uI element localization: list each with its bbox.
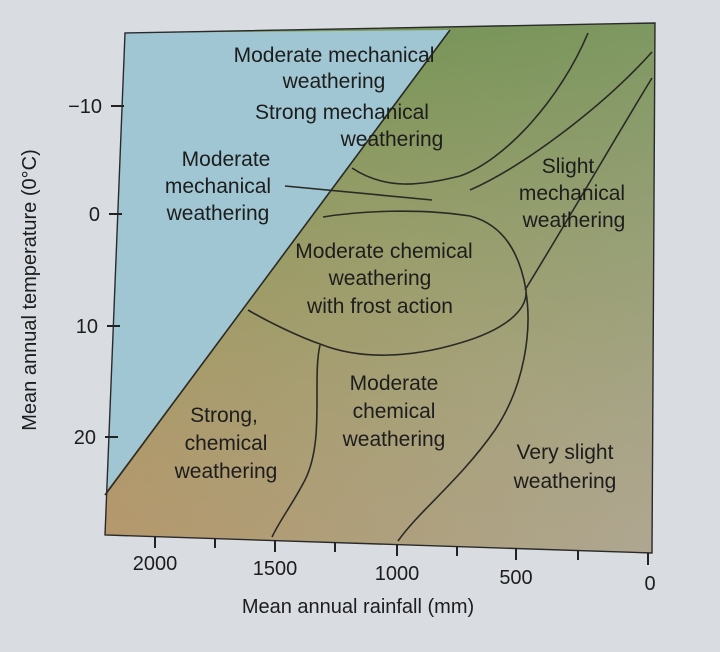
y-axis: [105, 105, 124, 438]
region-label: weathering: [342, 428, 446, 451]
region-moderate-mechanical-left: Moderate mechanical weathering: [165, 148, 271, 225]
region-label: Moderate chemical: [295, 240, 472, 263]
region-label: weathering: [282, 70, 386, 93]
region-boundaries: [104, 29, 653, 542]
y-tick-label: −10: [68, 96, 102, 118]
boundary-slight-lower: [524, 77, 653, 291]
x-tick-label: 1500: [253, 558, 298, 580]
region-strong-chemical: Strong, chemical weathering: [174, 404, 278, 483]
boundary-mechanical-pointer: [284, 185, 433, 201]
boundary-right-chemical: [397, 291, 529, 542]
y-axis-title: Mean annual temperature (0°C): [19, 149, 41, 430]
region-label: Moderate mechanical: [234, 44, 435, 67]
region-label: weathering: [522, 209, 626, 232]
boundary-slight-upper: [469, 51, 653, 191]
region-moderate-chemical-frost: Moderate chemical weathering with frost …: [295, 240, 472, 318]
region-slight-mechanical: Slight mechanical weathering: [519, 155, 625, 232]
region-strong-mechanical: Strong mechanical weathering: [255, 101, 443, 151]
y-tick-label: 20: [74, 427, 96, 449]
y-tick-label: 0: [89, 204, 100, 226]
region-label: chemical: [353, 400, 436, 423]
region-moderate-chemical: Moderate chemical weathering: [342, 372, 446, 451]
region-label: mechanical: [519, 182, 625, 205]
region-label: weathering: [328, 267, 432, 290]
x-tick-label: 2000: [133, 553, 178, 575]
region-label: chemical: [185, 432, 268, 455]
boundary-frost-loop: [247, 210, 527, 356]
region-label: weathering: [166, 202, 270, 225]
region-label: weathering: [513, 470, 617, 493]
region-label: Very slight: [517, 441, 614, 464]
region-label: Strong mechanical: [255, 101, 429, 124]
region-label: Strong,: [190, 404, 258, 427]
region-label: Slight: [542, 155, 595, 178]
boundary-strong-mechanical: [351, 32, 589, 185]
x-tick-label: 0: [644, 573, 655, 595]
region-label: Moderate: [182, 148, 271, 171]
region-very-slight: Very slight weathering: [513, 441, 617, 493]
region-label: Moderate: [350, 372, 439, 395]
region-label: weathering: [174, 460, 278, 483]
boundary-left-chemical: [271, 344, 321, 538]
x-tick-label: 1000: [375, 563, 420, 585]
region-label: mechanical: [165, 175, 271, 198]
region-label: with frost action: [306, 295, 453, 318]
x-axis-title: Mean annual rainfall (mm): [242, 596, 474, 618]
plot-frame: [104, 22, 656, 554]
region-moderate-mechanical-top: Moderate mechanical weathering: [234, 44, 435, 93]
y-tick-label: 10: [76, 316, 98, 338]
region-label: weathering: [340, 128, 444, 151]
x-axis: [154, 537, 649, 565]
x-tick-label: 500: [499, 567, 532, 589]
boundary-diagonal: [104, 29, 451, 496]
